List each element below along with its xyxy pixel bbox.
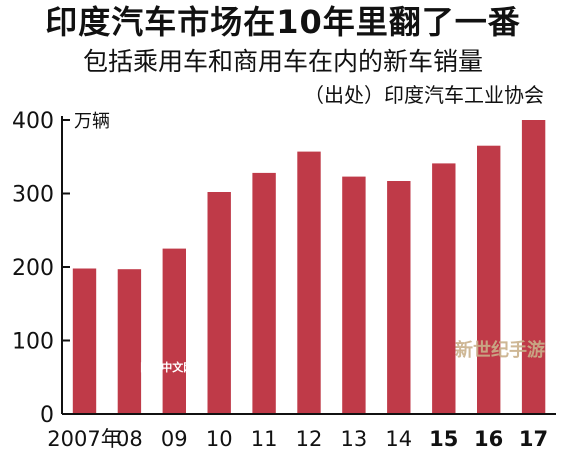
watermark-left: 日经中文网 (139, 360, 194, 374)
y-tick-label: 400 (12, 109, 54, 134)
y-axis-ticks: 0 100 200 300 400 (12, 109, 70, 428)
bar (72, 268, 97, 414)
x-tick-label: 16 (474, 427, 503, 451)
bar (521, 120, 546, 414)
y-tick-label: 0 (40, 403, 54, 428)
x-tick-label: 11 (251, 427, 278, 451)
x-tick-label: 14 (385, 427, 412, 451)
chart-subtitle: 包括乘用车和商用车在内的新车销量 (82, 47, 483, 76)
y-tick-label: 100 (12, 330, 54, 355)
bar (297, 151, 321, 414)
y-axis-unit: 万辆 (74, 111, 110, 132)
x-tick-label: 15 (429, 427, 458, 451)
bar (252, 172, 276, 414)
bar (162, 248, 186, 414)
x-tick-label: 17 (519, 427, 548, 451)
x-tick-label: 08 (116, 427, 143, 451)
bar (477, 145, 501, 414)
chart-source: （出处）印度汽车工业协会 (304, 83, 544, 107)
x-tick-label: 2007年 (47, 427, 121, 451)
x-tick-label: 09 (161, 427, 188, 451)
watermark-right: 新世纪手游 (455, 339, 545, 361)
bar (117, 269, 142, 414)
x-tick-label: 12 (296, 427, 323, 451)
y-tick-label: 200 (12, 256, 54, 281)
bar (432, 163, 456, 414)
bar (342, 176, 366, 414)
chart-title: 印度汽车市场在10年里翻了一番 (45, 3, 521, 41)
bar (207, 192, 231, 414)
x-tick-label: 13 (341, 427, 368, 451)
bar (387, 181, 411, 414)
x-tick-label: 10 (206, 427, 233, 451)
y-tick-label: 300 (12, 183, 54, 208)
bars (72, 120, 546, 414)
